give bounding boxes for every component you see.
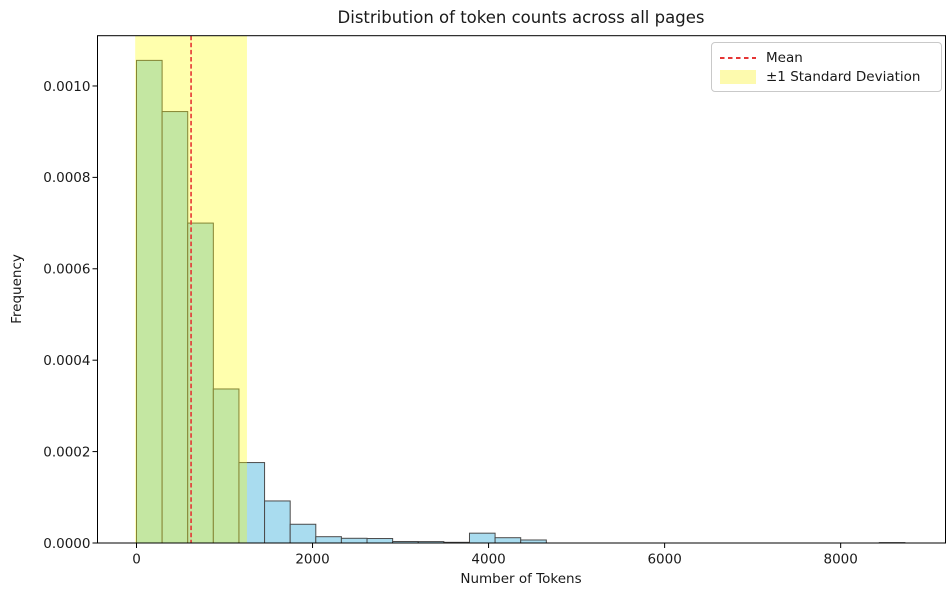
legend-label-std: ±1 Standard Deviation	[766, 68, 921, 85]
y-tick-label: 0.0004	[43, 353, 90, 369]
x-axis-label: Number of Tokens	[460, 571, 582, 587]
x-tick-label: 6000	[647, 552, 681, 568]
histogram-bar	[340, 537, 368, 544]
y-tick-label: 0.0008	[43, 170, 90, 186]
legend: Mean ±1 Standard Deviation	[711, 42, 942, 92]
histogram-bar	[135, 59, 163, 544]
histogram-bar	[494, 537, 522, 544]
y-tick-label: 0.0002	[43, 444, 90, 460]
std-deviation-band	[135, 35, 247, 543]
histogram-bar	[187, 222, 214, 544]
histogram-bar	[366, 538, 394, 544]
histogram-bar	[161, 111, 189, 544]
std-band-swatch-icon	[720, 69, 756, 84]
y-tick-label: 0.0000	[43, 536, 90, 552]
x-tick-label: 4000	[471, 552, 505, 568]
y-tick-label: 0.0010	[43, 79, 90, 95]
x-tick-label: 2000	[295, 552, 329, 568]
x-tick-label: 0	[132, 552, 141, 568]
legend-item-mean: Mean	[720, 49, 933, 67]
histogram-bar	[468, 532, 496, 544]
y-tick-label: 0.0006	[43, 262, 90, 278]
histogram-bar	[264, 500, 291, 544]
legend-item-std: ±1 Standard Deviation	[720, 68, 933, 86]
legend-label-mean: Mean	[766, 49, 803, 66]
chart-title: Distribution of token counts across all …	[337, 8, 705, 27]
x-tick-label: 8000	[823, 552, 857, 568]
histogram-bar	[289, 523, 317, 544]
histogram-bar	[315, 536, 342, 544]
y-axis-label: Frequency	[9, 254, 25, 324]
mean-line-swatch-icon	[720, 56, 756, 59]
axes-spines	[97, 35, 946, 544]
